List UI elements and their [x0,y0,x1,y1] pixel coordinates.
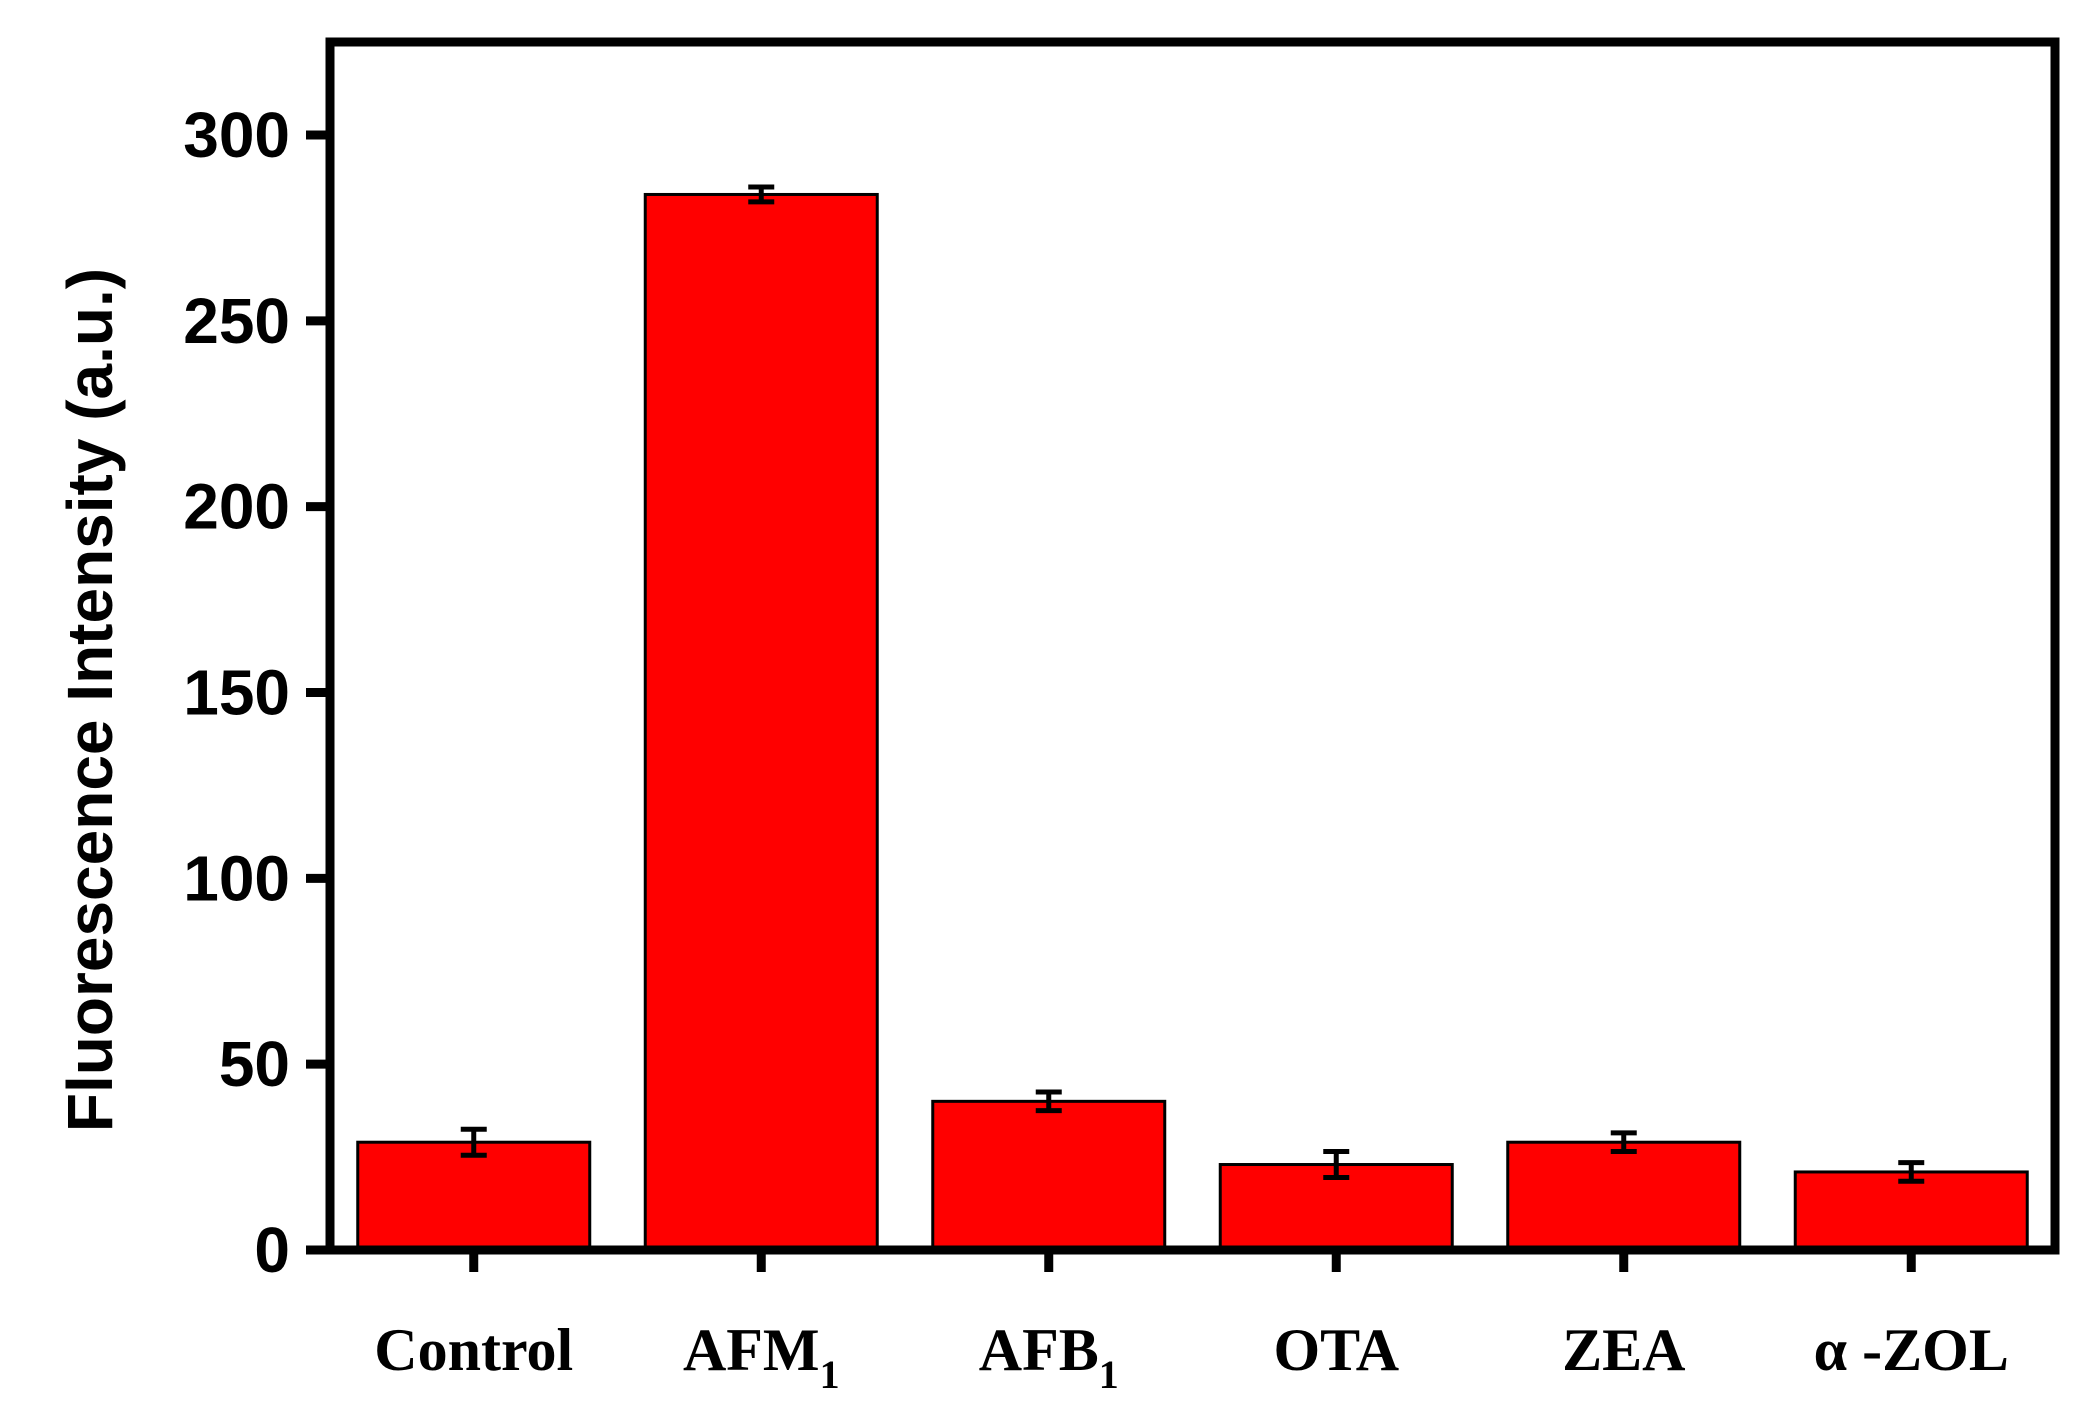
y-tick-label-100: 100 [183,842,290,914]
y-tick-label-200: 200 [183,471,290,543]
y-tick-label-250: 250 [183,285,290,357]
x-tick-label-subscript-1: 1 [820,1352,840,1397]
x-tick-label-5: α -ZOL [1814,1317,2009,1383]
y-tick-label-300: 300 [183,99,290,171]
y-tick-label-0: 0 [254,1214,290,1286]
x-tick-label-subscript-2: 1 [1099,1352,1119,1397]
x-tick-label-text-5: α -ZOL [1814,1317,2009,1383]
bar-4 [1506,1140,1742,1252]
x-tick-label-text-1: AFM [683,1317,820,1383]
x-tick-label-text-4: ZEA [1562,1317,1685,1383]
bar-0 [356,1140,592,1252]
x-tick-label-text-2: AFB [979,1317,1099,1383]
x-tick-label-text-0: Control [374,1317,573,1383]
y-tick-label-150: 150 [183,657,290,729]
bar-1 [643,192,879,1252]
error-bars-layer [460,184,1925,1184]
x-tick-label-1: AFM1 [683,1317,840,1397]
y-axis-title: Fluorescence Intensity (a.u.) [54,268,126,1132]
bars-layer [356,192,2029,1252]
x-axis: Control AFM1 AFB1 OTA ZEA α -ZOL [374,1250,2009,1397]
plot-frame [325,37,2060,1255]
bar-2 [931,1099,1167,1252]
x-tick-label-2: AFB1 [979,1317,1119,1397]
y-axis: 0 50 100 150 200 250 300 [183,99,330,1286]
bar-5 [1793,1170,2029,1252]
x-tick-label-3: OTA [1273,1317,1399,1383]
x-tick-label-text-3: OTA [1273,1317,1399,1383]
y-tick-label-50: 50 [219,1028,290,1100]
x-tick-label-0: Control [374,1317,573,1383]
x-tick-label-4: ZEA [1562,1317,1685,1383]
